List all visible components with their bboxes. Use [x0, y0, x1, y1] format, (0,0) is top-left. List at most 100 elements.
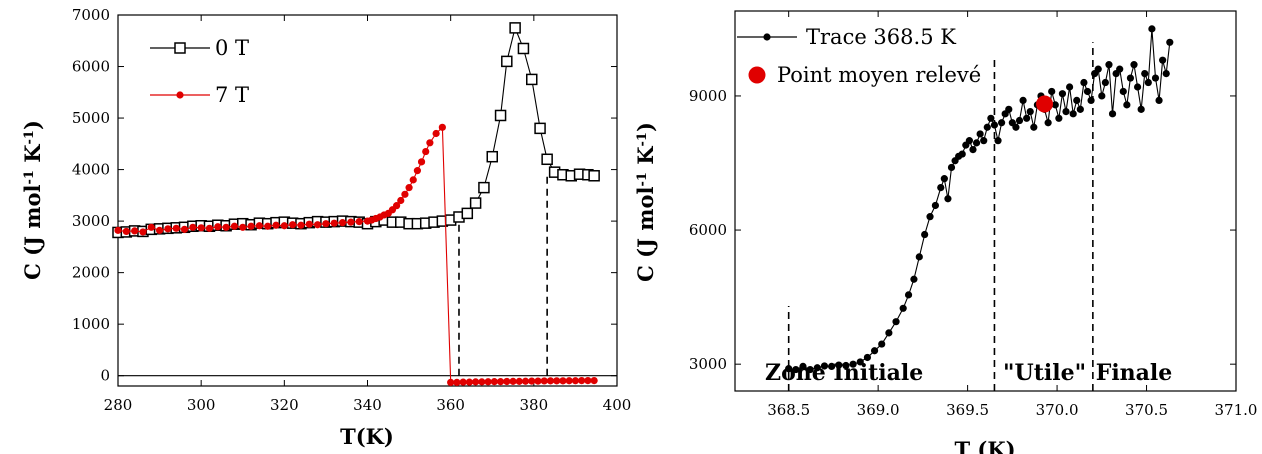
- legend-marker: [176, 91, 184, 99]
- data-point: [239, 223, 247, 231]
- data-point: [990, 121, 999, 129]
- data-point: [1098, 92, 1106, 100]
- data-point: [559, 377, 567, 385]
- legend-entry: 7 T: [150, 83, 249, 107]
- data-point: [1162, 69, 1170, 78]
- x-tick-label: 370.5: [1125, 401, 1168, 419]
- data-point: [280, 222, 288, 230]
- data-point: [1076, 105, 1084, 113]
- y-tick-label: 6000: [72, 58, 110, 76]
- data-point: [835, 361, 843, 369]
- data-point: [1105, 61, 1113, 69]
- data-point: [222, 223, 230, 231]
- y-axis-title-part: -1: [22, 130, 37, 144]
- data-point: [980, 137, 988, 145]
- data-point: [355, 218, 363, 226]
- legend-label: Point moyen relevé: [777, 63, 981, 87]
- data-point: [937, 183, 945, 192]
- data-point: [534, 377, 542, 385]
- data-point: [892, 318, 900, 326]
- data-point: [983, 123, 991, 131]
- data-point: [330, 219, 338, 227]
- y-tick-label: 3000: [689, 355, 727, 373]
- data-point: [958, 150, 966, 158]
- data-point: [998, 119, 1006, 127]
- data-point: [849, 360, 857, 368]
- legend-label: 0 T: [215, 36, 249, 60]
- data-point: [1005, 105, 1013, 113]
- data-point: [131, 227, 139, 235]
- data-point: [501, 55, 513, 68]
- data-point: [1155, 96, 1163, 105]
- series-line: [117, 126, 595, 383]
- data-point: [926, 213, 934, 221]
- y-axis-title-part: C (J mol: [20, 184, 45, 279]
- data-point: [885, 329, 893, 337]
- data-point: [478, 378, 486, 386]
- data-point: [230, 222, 239, 230]
- x-tick-label: 300: [187, 396, 216, 414]
- data-point: [1123, 101, 1131, 109]
- data-point: [856, 358, 864, 366]
- y-tick-label: 6000: [689, 221, 727, 239]
- data-point: [1012, 123, 1020, 131]
- data-point: [409, 176, 417, 184]
- data-point: [1116, 65, 1124, 73]
- data-point: [405, 184, 413, 192]
- data-point: [465, 378, 473, 386]
- y-axis-title-part: -1: [635, 132, 650, 146]
- data-point: [526, 73, 538, 86]
- data-point: [432, 129, 440, 138]
- data-point: [1094, 65, 1102, 73]
- y-axis-title-part: -1: [22, 170, 37, 184]
- data-point: [842, 361, 850, 370]
- data-point: [214, 223, 222, 231]
- data-point: [785, 365, 793, 373]
- data-point: [976, 130, 984, 138]
- data-point: [578, 376, 586, 385]
- data-point: [813, 364, 821, 372]
- data-point: [114, 226, 122, 234]
- data-point: [910, 275, 918, 283]
- legend-entry: Point moyen relevé: [748, 63, 981, 87]
- data-point: [1080, 78, 1088, 87]
- series-2: [114, 123, 598, 386]
- data-point: [122, 227, 130, 236]
- data-point: [1144, 78, 1152, 87]
- data-point: [438, 123, 446, 131]
- data-point: [940, 175, 948, 183]
- data-point: [1055, 114, 1063, 122]
- plot-frame: [734, 10, 1237, 392]
- data-point: [472, 378, 480, 386]
- data-point: [1015, 116, 1024, 125]
- x-tick-label: 380: [520, 396, 549, 414]
- data-point: [921, 230, 929, 239]
- legend-entry: 0 T: [150, 36, 249, 60]
- data-point: [565, 377, 573, 385]
- x-tick-label: 371.0: [1215, 401, 1258, 419]
- data-point: [397, 196, 405, 205]
- data-point: [255, 222, 263, 230]
- data-point: [1119, 87, 1127, 96]
- left-chart-panel: 280 300 320 340 360 380 4000100020003000400050…: [20, 6, 631, 449]
- data-point: [820, 362, 829, 370]
- legend-entry: Trace 368.5 K: [737, 25, 956, 49]
- data-point: [484, 378, 492, 386]
- data-point: [180, 225, 189, 233]
- data-point: [461, 207, 474, 220]
- data-point: [247, 222, 255, 230]
- data-point: [469, 197, 482, 209]
- y-tick-label: 2000: [72, 264, 110, 282]
- y-axis-title-part: C (J mol: [633, 186, 658, 281]
- y-tick-label: 1000: [72, 315, 110, 333]
- data-point: [828, 362, 836, 371]
- data-point: [540, 377, 548, 385]
- data-point: [264, 222, 272, 230]
- data-point: [534, 122, 546, 135]
- data-point: [541, 153, 553, 166]
- x-tick-label: 369.0: [857, 401, 900, 419]
- x-tick-label: 360: [436, 396, 465, 414]
- data-point: [1051, 101, 1059, 109]
- zone-label: Finale: [1096, 360, 1173, 386]
- data-point: [272, 221, 280, 229]
